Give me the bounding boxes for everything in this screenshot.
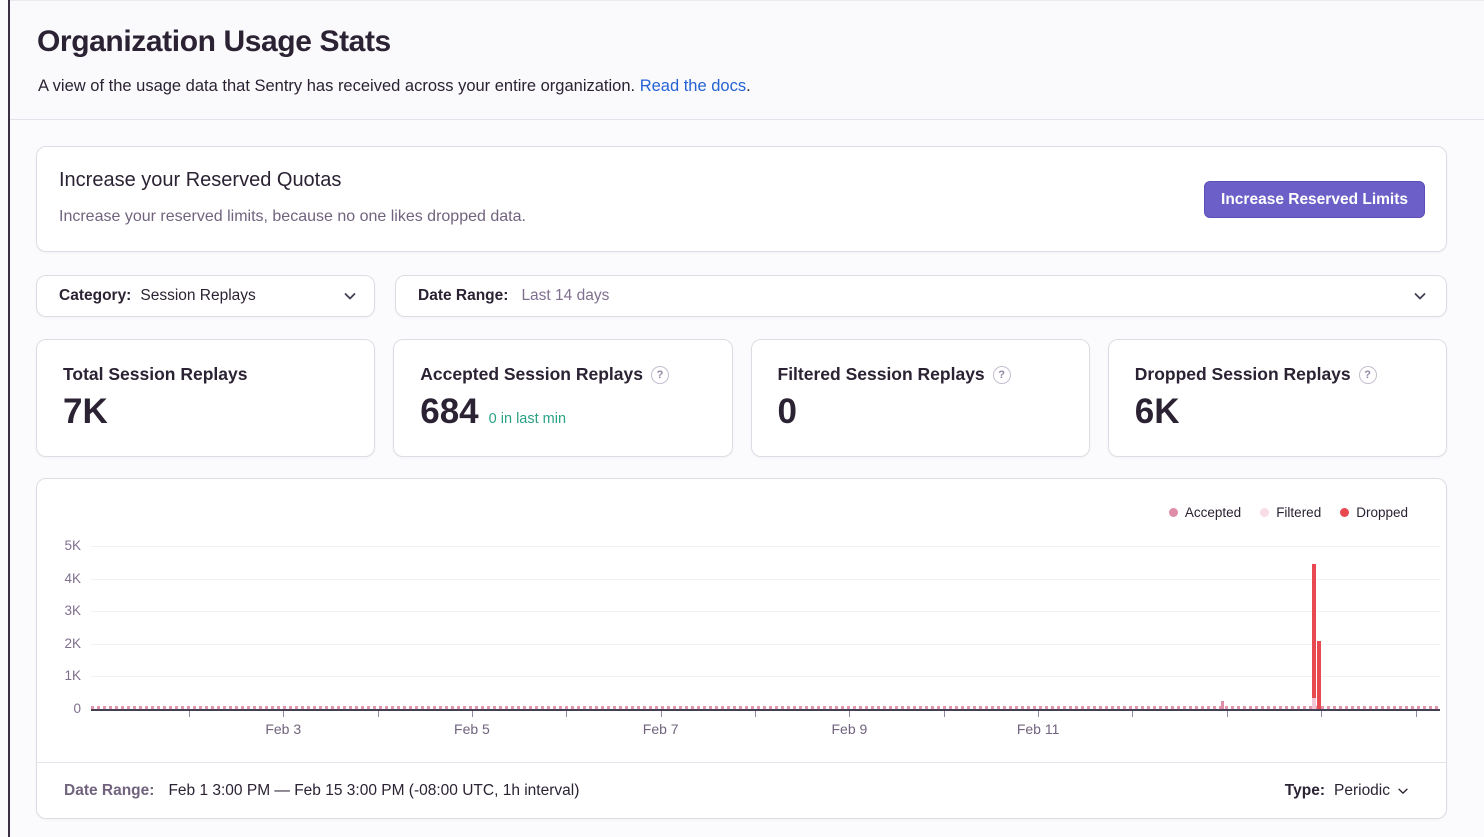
- legend-label: Dropped: [1356, 505, 1408, 520]
- gridline: [91, 611, 1440, 613]
- reserved-quotas-description: Increase your reserved limits, because n…: [59, 208, 526, 225]
- x-axis-tick: [1226, 711, 1228, 717]
- subtitle-period: .: [746, 77, 751, 95]
- x-axis-tick: [283, 711, 285, 717]
- stat-card-value: 6K: [1134, 392, 1180, 431]
- x-axis-label: Feb 3: [265, 721, 302, 737]
- chart-footer: Date Range: Feb 1 3:00 PM — Feb 15 3:00 …: [37, 762, 1446, 818]
- usage-chart-card: Accepted Filtered Dropped 0 1K 2K 3K 4K 5K Feb…: [36, 478, 1447, 819]
- x-axis-label: Feb 7: [642, 721, 679, 737]
- x-axis-tick: [660, 711, 662, 717]
- chart-legend: Accepted Filtered Dropped: [1168, 505, 1408, 520]
- chart-body: Accepted Filtered Dropped 0 1K 2K 3K 4K 5K Feb…: [37, 479, 1446, 762]
- page-subtitle: A view of the usage data that Sentry has…: [38, 77, 751, 96]
- x-axis-tick: [566, 711, 568, 717]
- stat-card-value: 0: [777, 392, 797, 431]
- filtered-series-dot-icon: [1260, 508, 1270, 517]
- x-axis-tick: [754, 711, 756, 717]
- y-axis-label: 2K: [64, 635, 81, 651]
- stat-cards-row: Total Session Replays 7K Accepted Sessio…: [36, 339, 1447, 457]
- accepted-series-dot-icon: [1168, 508, 1178, 517]
- gridline: [91, 643, 1440, 645]
- stat-card-value: 684: [420, 392, 479, 431]
- help-icon[interactable]: [650, 365, 669, 384]
- footer-date-range-label: Date Range:: [64, 781, 155, 799]
- x-axis-tick: [1321, 711, 1323, 717]
- gridline: [91, 676, 1440, 678]
- y-axis-label: 3K: [64, 603, 81, 619]
- legend-item-accepted[interactable]: Accepted: [1168, 505, 1242, 520]
- stat-card-value: 7K: [63, 392, 108, 431]
- y-axis-label: 0: [73, 701, 81, 716]
- x-axis-tick: [1132, 711, 1134, 717]
- type-selector-value: Periodic: [1334, 781, 1390, 799]
- x-axis-label: Feb 11: [1016, 721, 1060, 737]
- legend-item-filtered[interactable]: Filtered: [1260, 505, 1321, 520]
- dropped-series-dot-icon: [1340, 508, 1350, 517]
- stat-card-live-count: 0 in last min: [488, 411, 567, 427]
- y-axis-label: 4K: [64, 570, 81, 586]
- increase-reserved-limits-button[interactable]: Increase Reserved Limits: [1204, 181, 1425, 218]
- stat-card-title: Total Session Replays: [63, 364, 248, 384]
- dropped-bar[interactable]: [1312, 563, 1317, 709]
- gridline: [91, 546, 1440, 547]
- legend-label: Filtered: [1276, 505, 1322, 520]
- chart-plot[interactable]: [91, 546, 1440, 711]
- y-axis-label: 1K: [64, 668, 81, 684]
- gridline: [91, 578, 1440, 580]
- x-axis-label: Feb 9: [831, 721, 868, 737]
- stat-card-total: Total Session Replays 7K: [36, 339, 376, 457]
- dropped-bar[interactable]: [1317, 640, 1322, 709]
- accepted-bar[interactable]: [1312, 697, 1317, 709]
- stat-card-title: Accepted Session Replays: [420, 364, 643, 384]
- stat-card-title: Filtered Session Replays: [777, 364, 985, 384]
- chevron-down-icon: [344, 293, 356, 300]
- category-dropdown-value: Session Replays: [140, 287, 256, 304]
- stat-card-title: Dropped Session Replays: [1134, 364, 1351, 384]
- help-icon[interactable]: [1358, 365, 1377, 384]
- x-axis-tick: [943, 711, 945, 717]
- chevron-down-icon: [1414, 293, 1426, 300]
- stat-card-dropped: Dropped Session Replays 6K: [1107, 339, 1447, 457]
- category-dropdown[interactable]: Category: Session Replays: [36, 275, 375, 317]
- date-range-dropdown-value: Last 14 days: [521, 287, 610, 304]
- date-range-dropdown-label: Date Range:: [418, 287, 509, 304]
- accepted-bar[interactable]: [1221, 700, 1225, 709]
- x-axis-tick: [1415, 711, 1417, 717]
- stat-card-filtered: Filtered Session Replays 0: [750, 339, 1090, 457]
- page-header: Organization Usage Stats A view of the u…: [10, 0, 1484, 120]
- read-the-docs-link[interactable]: Read the docs: [639, 77, 747, 95]
- footer-date-range-value: Feb 1 3:00 PM — Feb 15 3:00 PM (-08:00 U…: [168, 781, 580, 799]
- x-axis-tick: [188, 711, 190, 717]
- x-axis-label: Feb 5: [454, 721, 490, 737]
- legend-item-dropped[interactable]: Dropped: [1340, 505, 1408, 520]
- category-dropdown-label: Category:: [59, 287, 132, 304]
- help-icon[interactable]: [992, 365, 1011, 384]
- reserved-quotas-title: Increase your Reserved Quotas: [59, 169, 342, 191]
- y-axis-label: 5K: [64, 538, 81, 553]
- page-title: Organization Usage Stats: [37, 25, 391, 58]
- accepted-baseline-bars: [91, 706, 1440, 709]
- x-axis-tick: [471, 711, 473, 717]
- date-range-dropdown[interactable]: Date Range: Last 14 days: [395, 275, 1447, 317]
- chevron-down-icon: [1398, 788, 1408, 794]
- stat-card-accepted: Accepted Session Replays 684 0 in last m…: [393, 339, 733, 457]
- x-axis-tick: [849, 711, 851, 717]
- type-selector[interactable]: Type: Periodic: [1285, 782, 1410, 800]
- type-selector-label: Type:: [1284, 781, 1325, 799]
- x-axis-tick: [377, 711, 379, 717]
- subtitle-text: A view of the usage data that Sentry has…: [38, 77, 640, 95]
- window-left-border: [8, 0, 10, 837]
- x-axis-tick: [1038, 711, 1040, 717]
- legend-label: Accepted: [1184, 505, 1242, 520]
- reserved-quotas-card: Increase your Reserved Quotas Increase y…: [36, 146, 1447, 252]
